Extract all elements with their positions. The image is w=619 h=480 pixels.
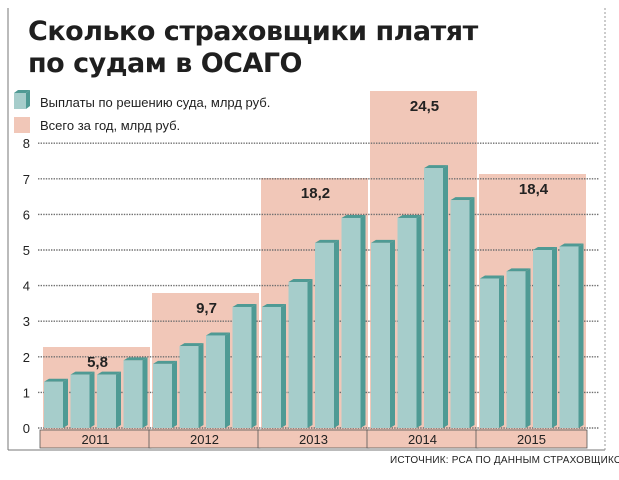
- bar-side-2012-3: [225, 332, 230, 428]
- bar-2015-4: [559, 246, 579, 428]
- bar-side-2011-3: [116, 371, 121, 428]
- bar-side-2011-2: [89, 371, 95, 428]
- bar-2015-3: [533, 250, 552, 428]
- y-tick-label-6: 6: [23, 207, 30, 222]
- bar-top-2013-2: [288, 279, 313, 283]
- bar-2013-3: [315, 242, 334, 428]
- bar-top-2012-4: [232, 303, 257, 307]
- bar-top-2015-1: [480, 275, 504, 279]
- x-tick-label-2014: 2014: [408, 432, 437, 447]
- bar-side-2013-2: [307, 279, 313, 428]
- x-tick-label-2011: 2011: [82, 432, 110, 447]
- bar-2013-2: [288, 282, 308, 428]
- bar-2012-2: [179, 346, 199, 428]
- bar-top-2014-3: [424, 165, 448, 169]
- bar-top-2013-3: [315, 239, 339, 243]
- bar-side-2012-1: [172, 360, 177, 428]
- bar-side-2011-4: [142, 357, 148, 428]
- y-tick-label-2: 2: [23, 350, 30, 365]
- bar-side-2014-2: [416, 214, 422, 428]
- bar-side-2014-1: [390, 239, 395, 428]
- total-label-2015: 18,4: [519, 181, 549, 198]
- bar-top-2013-1: [262, 303, 286, 307]
- bar-top-2012-1: [153, 360, 177, 364]
- bar-top-2012-3: [206, 332, 230, 336]
- bar-top-2014-4: [450, 197, 475, 201]
- bar-2014-4: [450, 200, 470, 428]
- legend-swatch-side: [26, 90, 30, 109]
- total-label-2012: 9,7: [196, 300, 217, 317]
- bar-2011-3: [97, 374, 116, 428]
- bar-side-2015-3: [552, 247, 557, 428]
- bar-top-2015-3: [533, 247, 557, 250]
- bar-side-2015-1: [499, 275, 504, 428]
- bar-side-2013-4: [360, 214, 366, 428]
- total-label-2013: 18,2: [301, 185, 330, 202]
- bar-2012-1: [153, 363, 172, 428]
- bar-2012-4: [232, 306, 252, 428]
- bar-2013-4: [341, 217, 361, 428]
- y-tick-label-0: 0: [23, 421, 30, 436]
- bar-top-2015-2: [506, 268, 531, 272]
- bar-top-2014-2: [397, 214, 422, 218]
- x-tick-label-2015: 2015: [517, 432, 546, 447]
- bar-side-2011-1: [63, 378, 68, 428]
- bar-2015-2: [506, 271, 526, 428]
- total-label-2014: 24,5: [410, 98, 439, 115]
- year-bar-2015: [475, 429, 588, 449]
- x-tick-label-2012: 2012: [190, 432, 219, 447]
- y-tick-label-1: 1: [23, 385, 30, 400]
- bar-side-2013-1: [281, 303, 286, 428]
- bar-2014-2: [397, 217, 417, 428]
- y-tick-label-3: 3: [23, 314, 30, 329]
- legend-label-payments: Выплаты по решению суда, млрд руб.: [40, 95, 270, 110]
- bar-side-2012-2: [198, 343, 204, 428]
- bar-2015-1: [480, 278, 499, 428]
- bar-2011-1: [44, 381, 63, 428]
- bar-2014-3: [424, 168, 443, 428]
- chart-title-line-2: по судам в ОСАГО: [28, 48, 303, 79]
- bar-2012-3: [206, 335, 225, 428]
- bar-2011-2: [70, 374, 90, 428]
- bar-side-2014-4: [469, 197, 475, 428]
- bar-side-2014-3: [443, 165, 448, 428]
- total-label-2011: 5,8: [87, 354, 108, 371]
- y-tick-label-8: 8: [23, 136, 30, 151]
- legend-swatch-total: [14, 117, 30, 133]
- legend-swatch-top: [14, 90, 30, 93]
- bar-top-2011-1: [44, 378, 68, 382]
- bar-top-2014-1: [371, 239, 395, 243]
- x-tick-label-2013: 2013: [299, 432, 328, 447]
- bar-top-2012-2: [179, 343, 204, 347]
- bar-side-2015-2: [525, 268, 531, 428]
- y-tick-label-5: 5: [23, 243, 30, 258]
- legend-label-total: Всего за год, млрд руб.: [40, 118, 180, 133]
- chart-title-line-1: Сколько страховщики платят: [28, 16, 478, 47]
- y-tick-label-4: 4: [23, 279, 30, 294]
- y-tick-label-7: 7: [23, 172, 30, 187]
- chart-source: ИСТОЧНИК: РСА ПО ДАННЫМ СТРАХОВЩИКОВ: [390, 455, 619, 466]
- bar-side-2015-4: [578, 243, 584, 428]
- bar-top-2015-4: [559, 243, 584, 247]
- bar-side-2013-3: [334, 239, 339, 428]
- bar-side-2012-4: [251, 303, 257, 428]
- bar-top-2011-4: [123, 357, 148, 361]
- legend-swatch-payments: [14, 93, 26, 109]
- bar-top-2013-4: [341, 214, 366, 218]
- bar-top-2011-2: [70, 371, 95, 375]
- bar-top-2011-3: [97, 371, 121, 375]
- bar-2011-4: [123, 360, 143, 428]
- bar-2014-1: [371, 242, 390, 428]
- bar-2013-1: [262, 306, 281, 428]
